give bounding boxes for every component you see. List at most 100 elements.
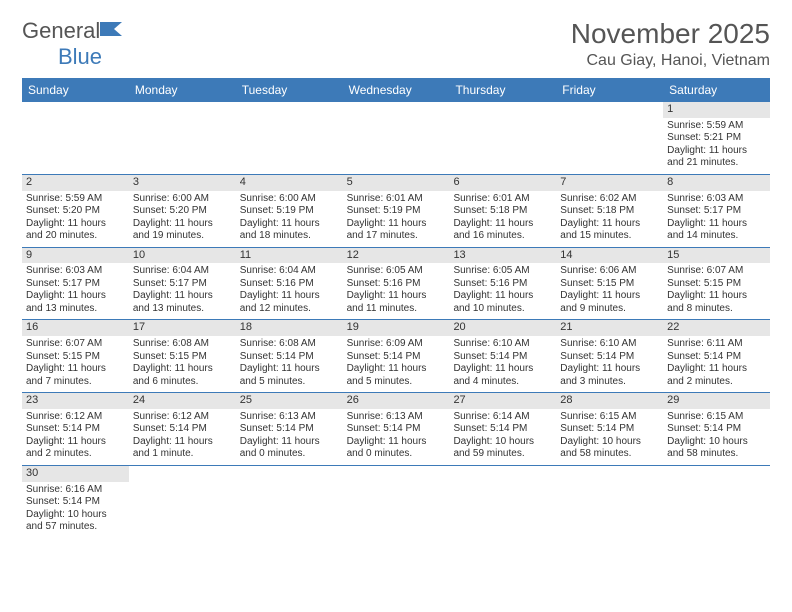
day-details: Sunrise: 6:00 AMSunset: 5:20 PMDaylight:… — [129, 191, 236, 247]
day-cell: 8Sunrise: 6:03 AMSunset: 5:17 PMDaylight… — [663, 175, 770, 247]
day-cell: 26 Sunrise: 6:13 AMSunset: 5:14 PMDayligh… — [343, 393, 450, 465]
day-number: 26 — [343, 393, 450, 409]
day-cell: 21Sunrise: 6:10 AMSunset: 5:14 PMDayligh… — [556, 320, 663, 392]
sunrise-text: Sunrise: 6:15 AM — [667, 411, 766, 424]
sunrise-text: Sunrise: 6:06 AM — [560, 265, 659, 278]
day-number: 21 — [556, 320, 663, 336]
daylight-text: Daylight: 11 hours and 19 minutes. — [133, 218, 232, 243]
day-details: Sunrise: 6:07 AMSunset: 5:15 PMDaylight:… — [663, 263, 770, 319]
daylight-text: Daylight: 11 hours and 13 minutes. — [26, 290, 125, 315]
sunset-text: Sunset: 5:14 PM — [26, 423, 125, 436]
sunset-text: Sunset: 5:14 PM — [560, 423, 659, 436]
daylight-text: Daylight: 11 hours and 16 minutes. — [453, 218, 552, 243]
sunrise-text: Sunrise: 6:04 AM — [240, 265, 339, 278]
day-number: 29 — [663, 393, 770, 409]
day-cell — [449, 102, 556, 174]
daylight-text: Daylight: 10 hours and 58 minutes. — [560, 436, 659, 461]
week-row: 9Sunrise: 6:03 AMSunset: 5:17 PMDaylight… — [22, 248, 770, 321]
week-row: 23Sunrise: 6:12 AMSunset: 5:14 PMDayligh… — [22, 393, 770, 466]
day-cell: 29Sunrise: 6:15 AMSunset: 5:14 PMDayligh… — [663, 393, 770, 465]
day-cell — [343, 102, 450, 174]
month-title: November 2025 — [571, 18, 770, 50]
sunrise-text: Sunrise: 6:04 AM — [133, 265, 232, 278]
sunset-text: Sunset: 5:17 PM — [667, 205, 766, 218]
day-details: Sunrise: 6:01 AMSunset: 5:19 PMDaylight:… — [343, 191, 450, 247]
sunrise-text: Sunrise: 6:07 AM — [26, 338, 125, 351]
day-details: Sunrise: 6:16 AMSunset: 5:14 PMDaylight:… — [22, 482, 129, 538]
daylight-text: Daylight: 11 hours and 6 minutes. — [133, 363, 232, 388]
weekday-header-row: Sunday Monday Tuesday Wednesday Thursday… — [22, 78, 770, 102]
daylight-text: Daylight: 11 hours and 14 minutes. — [667, 218, 766, 243]
day-cell: 30Sunrise: 6:16 AMSunset: 5:14 PMDayligh… — [22, 466, 129, 538]
sunrise-text: Sunrise: 6:13 AM — [240, 411, 339, 424]
sunset-text: Sunset: 5:17 PM — [26, 278, 125, 291]
sunrise-text: Sunrise: 6:08 AM — [133, 338, 232, 351]
day-number: 9 — [22, 248, 129, 264]
day-details: Sunrise: 5:59 AMSunset: 5:21 PMDaylight:… — [663, 118, 770, 174]
day-cell: 3Sunrise: 6:00 AMSunset: 5:20 PMDaylight… — [129, 175, 236, 247]
day-details: Sunrise: 6:07 AMSunset: 5:15 PMDaylight:… — [22, 336, 129, 392]
day-details: Sunrise: 6:15 AMSunset: 5:14 PMDaylight:… — [663, 409, 770, 465]
day-number: 25 — [236, 393, 343, 409]
daylight-text: Daylight: 11 hours and 0 minutes. — [347, 436, 446, 461]
day-number: 15 — [663, 248, 770, 264]
day-number: 28 — [556, 393, 663, 409]
day-details: Sunrise: 6:05 AMSunset: 5:16 PMDaylight:… — [343, 263, 450, 319]
day-cell: 28 Sunrise: 6:15 AMSunset: 5:14 PMDayligh… — [556, 393, 663, 465]
sunset-text: Sunset: 5:14 PM — [347, 351, 446, 364]
day-cell: 1Sunrise: 5:59 AMSunset: 5:21 PMDaylight… — [663, 102, 770, 174]
daylight-text: Daylight: 11 hours and 20 minutes. — [26, 218, 125, 243]
weekday-header: Tuesday — [236, 78, 343, 102]
day-cell: 27Sunrise: 6:14 AMSunset: 5:14 PMDayligh… — [449, 393, 556, 465]
sunrise-text: Sunrise: 6:10 AM — [560, 338, 659, 351]
day-cell — [22, 102, 129, 174]
weekday-header: Wednesday — [343, 78, 450, 102]
sunset-text: Sunset: 5:14 PM — [667, 423, 766, 436]
sunset-text: Sunset: 5:16 PM — [240, 278, 339, 291]
daylight-text: Daylight: 11 hours and 5 minutes. — [240, 363, 339, 388]
weekday-header: Friday — [556, 78, 663, 102]
location-label: Cau Giay, Hanoi, Vietnam — [571, 52, 770, 70]
day-details: Sunrise: 6:10 AMSunset: 5:14 PMDaylight:… — [556, 336, 663, 392]
day-cell: 11Sunrise: 6:04 AMSunset: 5:16 PMDayligh… — [236, 248, 343, 320]
sunrise-text: Sunrise: 6:05 AM — [347, 265, 446, 278]
sunset-text: Sunset: 5:16 PM — [453, 278, 552, 291]
sunrise-text: Sunrise: 6:13 AM — [347, 411, 446, 424]
sunrise-text: Sunrise: 6:09 AM — [347, 338, 446, 351]
sunset-text: Sunset: 5:15 PM — [133, 351, 232, 364]
sunset-text: Sunset: 5:14 PM — [453, 423, 552, 436]
day-cell — [556, 466, 663, 538]
sunrise-text: Sunrise: 6:15 AM — [560, 411, 659, 424]
day-number: 16 — [22, 320, 129, 336]
day-details: Sunrise: 6:03 AMSunset: 5:17 PMDaylight:… — [22, 263, 129, 319]
day-details: Sunrise: 6:06 AMSunset: 5:15 PMDaylight:… — [556, 263, 663, 319]
day-cell: 23Sunrise: 6:12 AMSunset: 5:14 PMDayligh… — [22, 393, 129, 465]
day-cell: 24Sunrise: 6:12 AMSunset: 5:14 PMDayligh… — [129, 393, 236, 465]
day-cell — [556, 102, 663, 174]
day-details: Sunrise: 6:11 AMSunset: 5:14 PMDaylight:… — [663, 336, 770, 392]
sunrise-text: Sunrise: 5:59 AM — [667, 120, 766, 133]
daylight-text: Daylight: 11 hours and 10 minutes. — [453, 290, 552, 315]
day-number: 22 — [663, 320, 770, 336]
day-cell: 18Sunrise: 6:08 AMSunset: 5:14 PMDayligh… — [236, 320, 343, 392]
day-number: 5 — [343, 175, 450, 191]
day-details: Sunrise: 6:03 AMSunset: 5:17 PMDaylight:… — [663, 191, 770, 247]
sunset-text: Sunset: 5:17 PM — [133, 278, 232, 291]
day-details: Sunrise: 6:09 AMSunset: 5:14 PMDaylight:… — [343, 336, 450, 392]
sunrise-text: Sunrise: 6:00 AM — [240, 193, 339, 206]
day-number: 27 — [449, 393, 556, 409]
day-cell: 16Sunrise: 6:07 AMSunset: 5:15 PMDayligh… — [22, 320, 129, 392]
day-details: Sunrise: 6:05 AMSunset: 5:16 PMDaylight:… — [449, 263, 556, 319]
day-cell: 2Sunrise: 5:59 AMSunset: 5:20 PMDaylight… — [22, 175, 129, 247]
sunset-text: Sunset: 5:14 PM — [560, 351, 659, 364]
sunset-text: Sunset: 5:14 PM — [240, 351, 339, 364]
day-number: 18 — [236, 320, 343, 336]
daylight-text: Daylight: 11 hours and 21 minutes. — [667, 145, 766, 170]
day-number: 30 — [22, 466, 129, 482]
brand-name-a: General — [22, 18, 100, 43]
day-number: 23 — [22, 393, 129, 409]
sunrise-text: Sunrise: 6:14 AM — [453, 411, 552, 424]
sunset-text: Sunset: 5:14 PM — [347, 423, 446, 436]
daylight-text: Daylight: 11 hours and 5 minutes. — [347, 363, 446, 388]
sunset-text: Sunset: 5:14 PM — [133, 423, 232, 436]
